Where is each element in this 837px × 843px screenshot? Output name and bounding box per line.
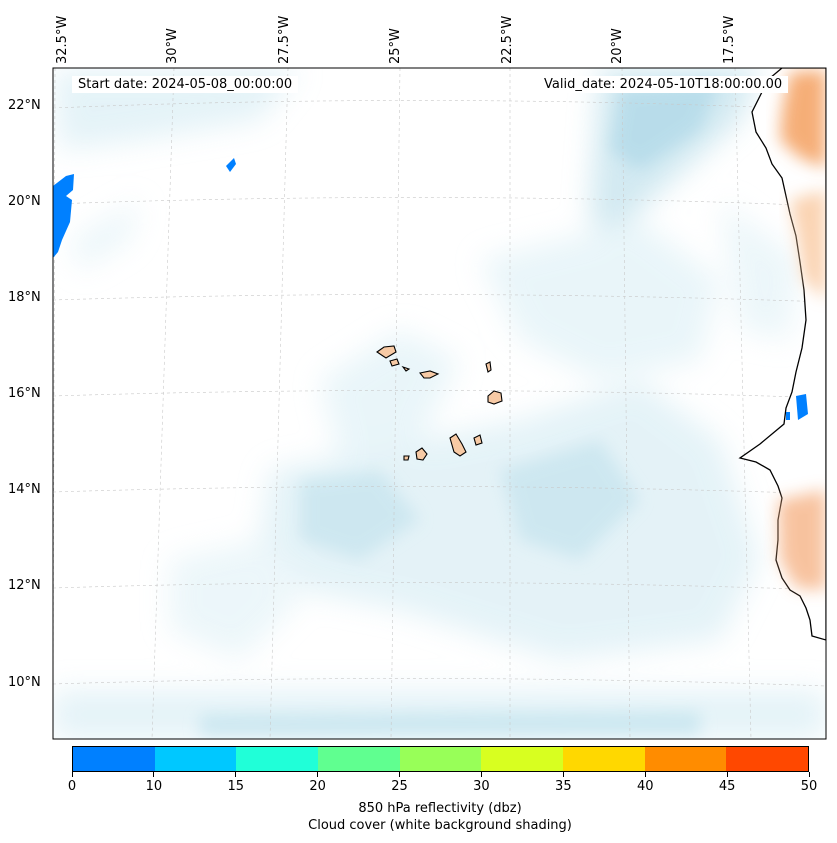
lat-label-20n: 20°N xyxy=(8,194,41,209)
lat-label-10n: 10°N xyxy=(8,675,41,690)
map-frame xyxy=(52,67,827,740)
colorbar-segment-0-10 xyxy=(73,747,155,771)
reflectivity-blobs xyxy=(53,158,236,258)
colorbar-tick xyxy=(480,772,482,777)
cape-verde-islands xyxy=(376,345,503,461)
colorbar-tick xyxy=(235,772,237,777)
lon-label-32-5w: 32.5°W xyxy=(55,15,70,64)
colorbar-tick-label: 40 xyxy=(636,779,654,794)
colorbar-tick-label: 10 xyxy=(145,779,163,794)
colorbar-segment-45-50 xyxy=(726,747,809,771)
start-date-label: Start date: 2024-05-08_00:00:00 xyxy=(72,76,299,93)
colorbar-segment-20-25 xyxy=(318,747,400,771)
colorbar-tick xyxy=(562,772,564,777)
colorbar-segment-10-15 xyxy=(154,747,237,771)
lon-label-22-5w: 22.5°W xyxy=(500,15,515,64)
map-canvas xyxy=(52,67,827,740)
colorbar-segment-25-30 xyxy=(399,747,482,771)
valid-date-label: Valid_date: 2024-05-10T18:00:00.00 xyxy=(538,76,789,93)
lat-label-16n: 16°N xyxy=(8,386,41,401)
lat-label-14n: 14°N xyxy=(8,482,41,497)
colorbar-segment-15-20 xyxy=(236,747,319,771)
colorbar-tick-label: 35 xyxy=(555,779,572,794)
colorbar-tick-label: 30 xyxy=(473,779,490,794)
colorbar-tick-label: 20 xyxy=(309,779,326,794)
colorbar-tick-label: 50 xyxy=(800,779,818,794)
colorbar-tick xyxy=(153,772,155,777)
colorbar-title-cloud-cover: Cloud cover (white background shading) xyxy=(308,818,572,833)
colorbar-segment-40-45 xyxy=(644,747,727,771)
colorbar-tick xyxy=(726,772,728,777)
colorbar-segment-35-40 xyxy=(563,747,645,771)
colorbar-tick-label: 0 xyxy=(67,779,77,794)
lat-label-18n: 18°N xyxy=(8,290,41,305)
colorbar-tick xyxy=(808,772,810,777)
colorbar xyxy=(72,746,809,772)
africa-landmass xyxy=(738,68,826,641)
colorbar-tick xyxy=(317,772,319,777)
colorbar-tick xyxy=(71,772,73,777)
colorbar-segment-30-35 xyxy=(481,747,564,771)
colorbar-tick-label: 45 xyxy=(718,779,736,794)
lon-label-27-5w: 27.5°W xyxy=(277,15,292,64)
lat-label-12n: 12°N xyxy=(8,578,41,593)
colorbar-tick xyxy=(399,772,401,777)
colorbar-tick xyxy=(644,772,646,777)
colorbar-tick-label: 25 xyxy=(391,779,408,794)
lon-label-17-5w: 17.5°W xyxy=(722,15,737,64)
lat-label-22n: 22°N xyxy=(8,98,41,113)
lon-label-30w: 30°W xyxy=(165,28,180,64)
lon-label-20w: 20°W xyxy=(610,28,625,64)
colorbar-title-reflectivity: 850 hPa reflectivity (dbz) xyxy=(358,801,522,816)
colorbar-tick-label: 15 xyxy=(227,779,245,794)
lon-label-25w: 25°W xyxy=(388,28,403,64)
